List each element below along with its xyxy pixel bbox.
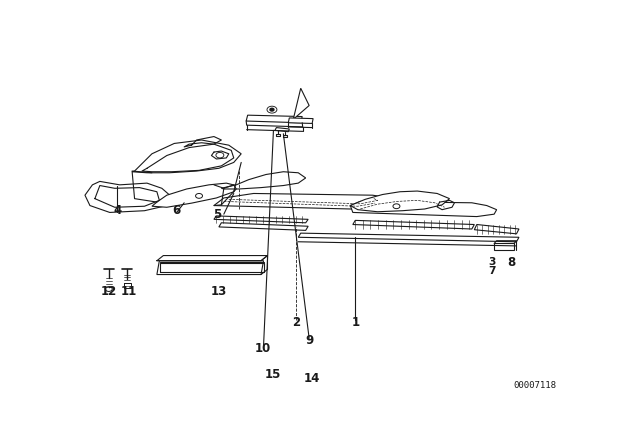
Polygon shape [353,220,474,229]
Polygon shape [350,202,497,216]
Polygon shape [494,244,514,250]
Text: 8: 8 [508,256,516,269]
Text: 1: 1 [351,316,359,329]
Polygon shape [132,140,241,173]
Text: 6: 6 [173,204,181,217]
Text: 12: 12 [100,285,117,298]
Polygon shape [474,224,519,234]
Text: 5: 5 [213,208,221,221]
Polygon shape [152,183,236,207]
Text: 14: 14 [304,372,320,385]
Text: 11: 11 [120,285,137,298]
Polygon shape [221,172,306,189]
Polygon shape [246,115,302,123]
Text: 2: 2 [292,316,300,329]
Polygon shape [350,191,449,212]
Text: 3: 3 [488,258,495,267]
Text: 13: 13 [211,285,227,298]
Polygon shape [275,128,289,132]
Polygon shape [293,88,309,119]
Polygon shape [288,118,313,124]
Text: 00007118: 00007118 [513,381,556,390]
Polygon shape [219,223,308,230]
Circle shape [270,108,274,111]
Text: 15: 15 [264,368,280,381]
Polygon shape [214,216,308,223]
Polygon shape [214,194,397,210]
Text: 9: 9 [305,334,313,347]
Polygon shape [298,233,519,242]
Polygon shape [85,181,172,212]
Text: 7: 7 [488,266,495,276]
Polygon shape [157,261,264,275]
Text: 10: 10 [255,342,271,355]
Text: 4: 4 [113,204,122,217]
